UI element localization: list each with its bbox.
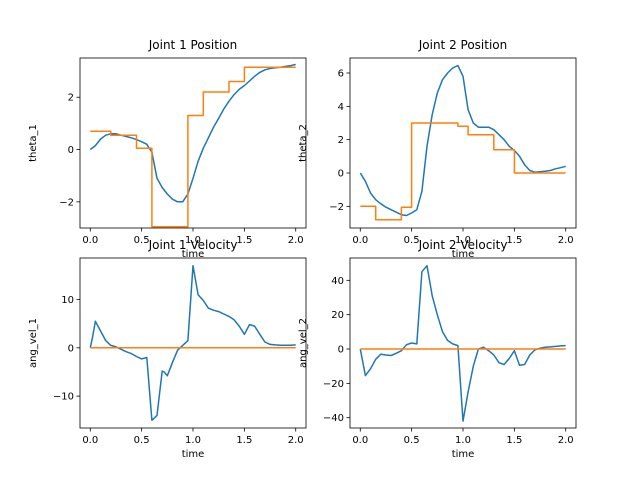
x-tick-label: 0.0 [82,435,98,446]
x-tick-label: 1.5 [506,235,522,246]
y-tick-label: −10 [53,392,74,403]
y-tick-label: −2 [329,202,344,213]
subplot-title: Joint 1 Position [148,38,238,52]
x-tick-label: 0.5 [404,235,420,246]
y-tick-label: 2 [338,135,344,146]
x-tick-label: 1.5 [236,235,252,246]
subplot-joint1-position: 0.0 0.5 1.0 1.5 2.0 −2 0 2 time theta_1 Joint 1… [28,38,307,260]
y-tick-label: 6 [338,69,344,80]
x-tick-label: 2.0 [558,435,574,446]
subplot-title: Joint 1 Velocity [148,238,238,252]
x-tick-label: 0.0 [352,235,368,246]
x-tick-label: 2.0 [288,235,304,246]
x-tick-label: 1.5 [506,435,522,446]
y-tick-label: 2 [68,93,74,104]
x-tick-label: 0.5 [404,435,420,446]
y-tick-label: 4 [338,102,344,113]
series-line-1 [89,264,296,422]
x-axis-label: time [182,449,205,460]
x-tick-label: 0.0 [352,435,368,446]
y-axis-label: theta_2 [298,124,309,162]
x-tick-label: 0.5 [134,235,150,246]
x-axis-label: time [452,449,475,460]
subplot-title: Joint 2 Velocity [418,238,508,252]
y-axis-label: ang_vel_1 [28,318,39,368]
y-tick-label: 0 [68,145,74,156]
y-tick-label: 0 [68,343,74,354]
x-tick-label: 1.0 [185,235,201,246]
y-axis-label: theta_1 [28,124,39,162]
y-tick-label: −40 [323,413,344,424]
series-line-1 [89,63,296,203]
y-tick-label: −2 [59,197,74,208]
y-tick-label: 0 [338,345,344,356]
subplot-title: Joint 2 Position [418,38,508,52]
x-tick-label: 1.0 [185,435,201,446]
series-line-2 [360,122,566,221]
y-tick-label: 0 [338,169,344,180]
series-line-1 [359,264,566,422]
x-tick-label: 1.0 [455,235,471,246]
subplot-joint2-velocity: 0.0 0.5 1.0 1.5 2.0 −40 −20 0 20 40 time ang_vel_… [298,238,577,460]
subplot-joint2-position: 0.0 0.5 1.0 1.5 2.0 −2 0 2 4 6 time theta_2 Joint… [298,38,577,260]
y-tick-label: −20 [323,379,344,390]
x-axis-label: time [452,249,475,260]
subplot-joint1-velocity: 0.0 0.5 1.0 1.5 2.0 −10 0 10 time ang_vel_1 Joi… [28,238,307,460]
x-tick-label: 1.0 [455,435,471,446]
x-tick-label: 1.5 [236,435,252,446]
y-axis-label: ang_vel_2 [298,318,309,368]
x-tick-label: 2.0 [558,235,574,246]
x-tick-label: 0.0 [82,235,98,246]
series-line-2 [90,66,296,228]
x-tick-label: 0.5 [134,435,150,446]
x-axis-label: time [182,249,205,260]
x-tick-label: 2.0 [288,435,304,446]
y-tick-label: 20 [331,310,344,321]
y-tick-label: 40 [331,276,344,287]
y-tick-label: 10 [61,295,74,306]
series-line-1 [359,64,566,217]
